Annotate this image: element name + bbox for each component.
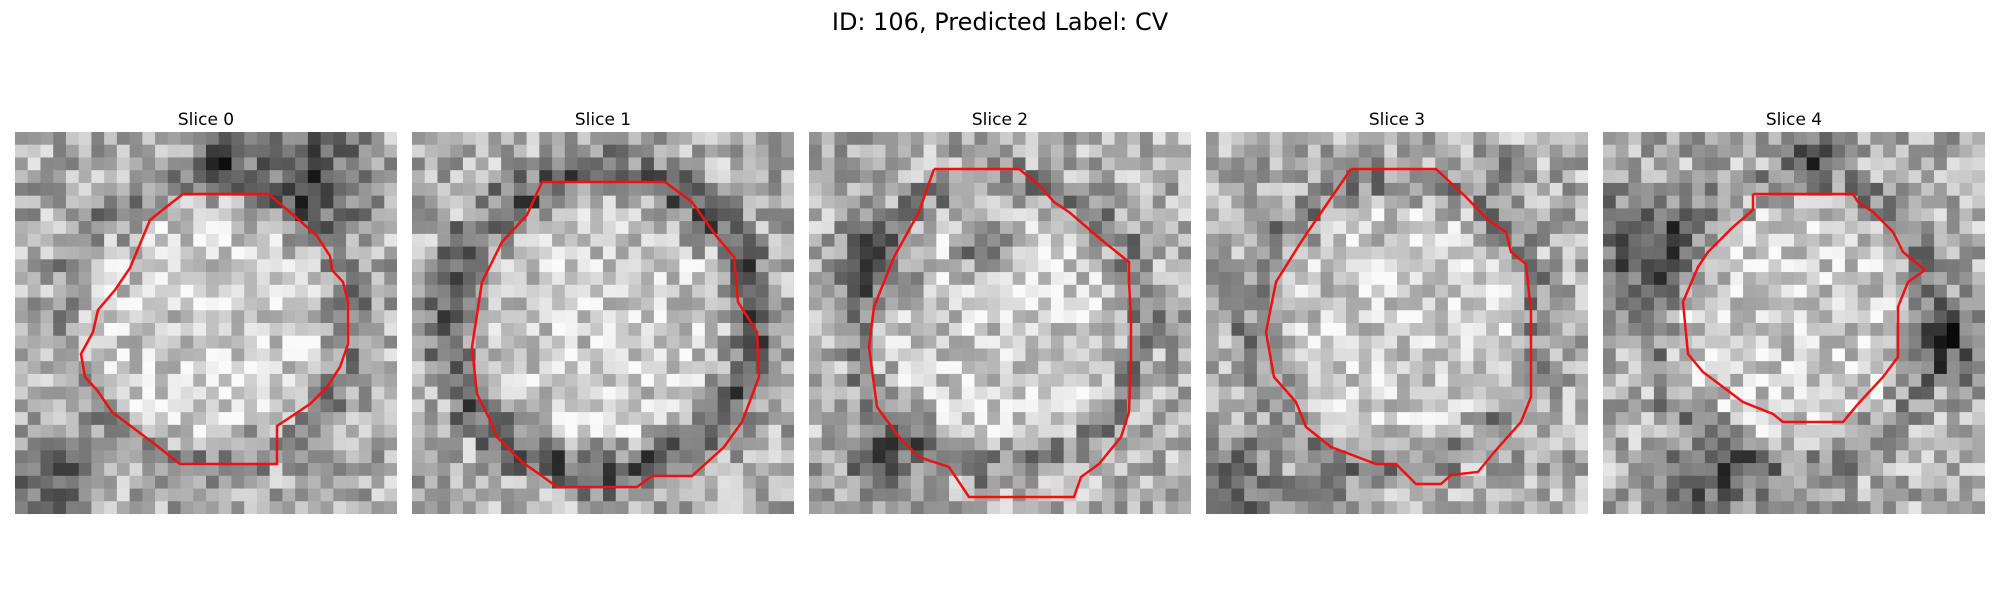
slice-panel-0: Slice 0	[15, 108, 397, 514]
segmentation-contour	[470, 180, 761, 489]
slice-title-1: Slice 1	[574, 110, 632, 130]
slice-title-2: Slice 2	[971, 110, 1029, 130]
figure-title: ID: 106, Predicted Label: CV	[831, 8, 1169, 36]
slice-title-3: Slice 3	[1368, 110, 1426, 130]
slice-title-0: Slice 0	[177, 110, 235, 130]
segmentation-contour	[1264, 167, 1533, 486]
slice-image-1	[412, 132, 794, 514]
grayscale-pixel-grid	[1206, 132, 1588, 514]
segmentation-contour	[79, 192, 350, 466]
slice-image-3	[1206, 132, 1588, 514]
slice-image-0	[15, 132, 397, 514]
grayscale-pixel-grid	[15, 132, 397, 514]
grayscale-pixel-grid	[1603, 132, 1985, 514]
segmentation-contour	[1681, 192, 1928, 424]
slice-image-4	[1603, 132, 1985, 514]
slice-image-2	[809, 132, 1191, 514]
segmentation-contour	[867, 167, 1133, 499]
slice-title-4: Slice 4	[1765, 110, 1823, 130]
slice-panel-2: Slice 2	[809, 108, 1191, 514]
slice-panel-1: Slice 1	[412, 108, 794, 514]
slice-panel-4: Slice 4	[1603, 108, 1985, 514]
grayscale-pixel-grid	[412, 132, 794, 514]
grayscale-pixel-grid	[809, 132, 1191, 514]
slice-panel-3: Slice 3	[1206, 108, 1588, 514]
